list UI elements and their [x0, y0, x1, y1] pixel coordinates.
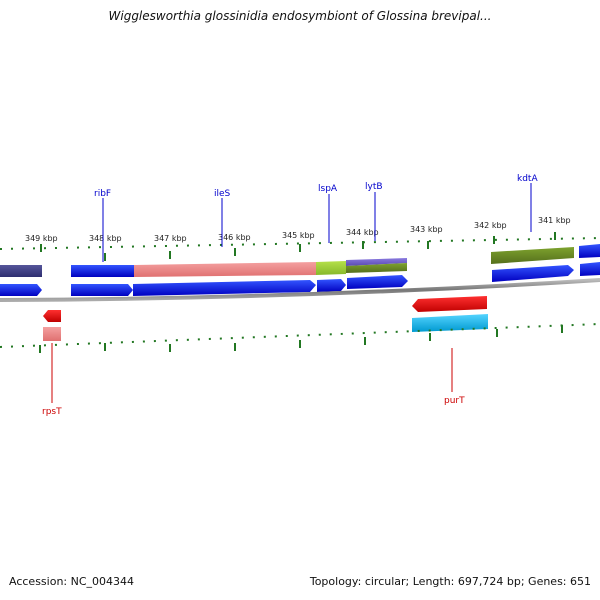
- tick-label: 342 kbp: [474, 221, 507, 230]
- tick-label: 349 kbp: [25, 234, 58, 243]
- gene-label-lspA: lspA: [318, 184, 338, 194]
- outer-tick-ring: [0, 237, 600, 250]
- gene-block: [43, 327, 61, 341]
- gene-arrow: [412, 296, 487, 312]
- gene-block: [412, 314, 488, 332]
- gene-arrow: [133, 280, 316, 296]
- outer-gene-track: [0, 244, 600, 277]
- gene-block: [491, 247, 574, 264]
- gene-label-kdtA: kdtA: [517, 174, 538, 184]
- gene-block: [346, 258, 407, 266]
- gene-block: [134, 262, 316, 277]
- gene-label-ileS: ileS: [214, 189, 231, 199]
- tick-label: 345 kbp: [282, 231, 315, 240]
- gene-block: [71, 265, 134, 277]
- inner-tick-ring: [0, 323, 600, 348]
- gene-block: [316, 261, 346, 275]
- outer-major-ticks: [40, 232, 556, 261]
- tick-label: 347 kbp: [154, 234, 187, 243]
- gene-block: [579, 244, 600, 258]
- inner-major-ticks: [39, 325, 563, 353]
- map-title: Wigglesworthia glossinidia endosymbiont …: [108, 9, 492, 23]
- tick-label: 343 kbp: [410, 225, 443, 234]
- accession-label: Accession: NC_004344: [9, 575, 135, 588]
- bottom-gene-labels: rpsT purT: [42, 396, 465, 417]
- gene-arrow: [492, 265, 574, 282]
- genome-stats-label: Topology: circular; Length: 697,724 bp; …: [309, 575, 591, 588]
- gene-block: [346, 263, 407, 273]
- gene-label-ribF: ribF: [94, 189, 111, 199]
- tick-label: 341 kbp: [538, 216, 571, 225]
- gene-label-purT: purT: [444, 396, 465, 406]
- top-gene-leaders: [102, 183, 532, 262]
- tick-label: 344 kbp: [346, 228, 379, 237]
- forward-strand-track: [0, 262, 600, 296]
- genome-backbone: [0, 278, 600, 302]
- gene-label-rpsT: rpsT: [42, 407, 62, 417]
- gene-arrow: [43, 310, 61, 322]
- reverse-strand-track: [43, 296, 488, 341]
- kbp-tick-labels: 349 kbp 348 kbp 347 kbp 346 kbp 345 kbp …: [25, 216, 571, 243]
- gene-label-lytB: lytB: [365, 182, 383, 192]
- top-gene-labels: ribF ileS lspA lytB kdtA: [94, 174, 538, 199]
- tick-label: 348 kbp: [89, 234, 122, 243]
- gene-arrow: [347, 275, 408, 289]
- gene-block: [0, 265, 42, 277]
- gene-arrow: [317, 279, 346, 292]
- gene-arrow: [0, 284, 42, 296]
- tick-label: 346 kbp: [218, 233, 251, 242]
- gene-arrow: [71, 284, 133, 296]
- gene-arrow: [580, 262, 600, 276]
- bottom-gene-leaders: [51, 343, 453, 403]
